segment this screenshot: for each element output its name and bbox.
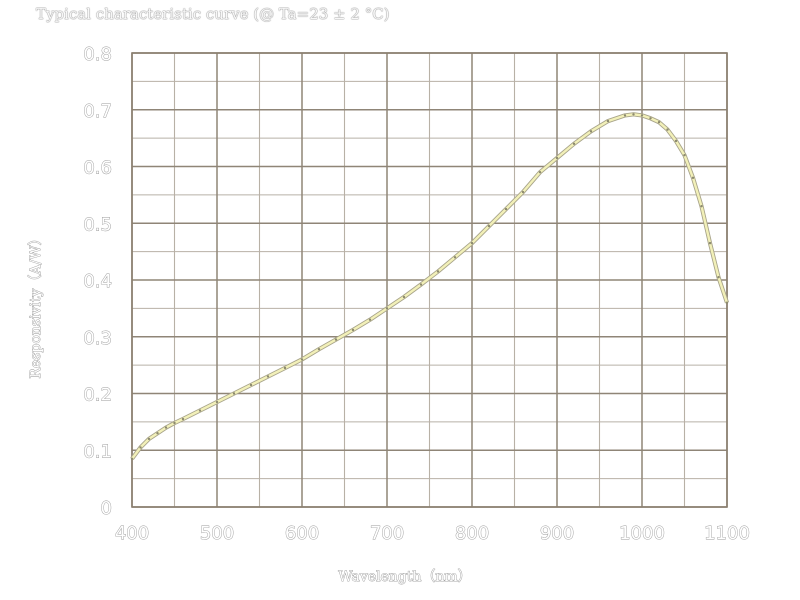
- y-tick-label: 0.7: [83, 101, 112, 122]
- x-tick-label: 400: [115, 523, 149, 544]
- data-point: [334, 338, 338, 341]
- data-point: [700, 205, 703, 208]
- data-point: [589, 130, 593, 133]
- data-point: [606, 119, 610, 123]
- data-point: [130, 457, 134, 460]
- data-point: [640, 114, 644, 117]
- y-tick-label: 0.1: [83, 441, 112, 462]
- data-point: [683, 153, 686, 157]
- data-point: [521, 190, 525, 194]
- y-tick-label: 0.4: [83, 271, 112, 292]
- x-axis-label: Wavelength（nm）: [338, 569, 471, 585]
- data-point: [300, 358, 304, 361]
- series-layer: [130, 112, 729, 461]
- y-tick-label: 0: [101, 498, 112, 519]
- data-point: [419, 283, 423, 286]
- data-point: [215, 400, 219, 404]
- data-point: [351, 328, 355, 332]
- data-point: [725, 301, 729, 304]
- data-point: [164, 426, 168, 429]
- y-tick-label: 0.8: [83, 44, 112, 65]
- data-point: [504, 207, 508, 211]
- x-tick-label: 600: [285, 523, 319, 544]
- data-point: [317, 348, 321, 351]
- data-point: [156, 432, 159, 435]
- y-tick-label: 0.3: [83, 328, 112, 349]
- x-tick-labels: 400 500 600 700 800 900 1000 1100: [114, 523, 750, 545]
- chart-title: Typical characteristic curve (@ Ta=23 ± …: [36, 5, 390, 23]
- data-point: [436, 270, 440, 273]
- data-point: [249, 383, 253, 387]
- data-point: [470, 241, 474, 245]
- data-point: [232, 392, 236, 395]
- data-point: [283, 366, 287, 370]
- x-tick-label: 900: [540, 523, 574, 544]
- data-point: [368, 318, 372, 321]
- data-point: [181, 417, 185, 421]
- data-point: [147, 437, 151, 441]
- y-tick-label: 0.6: [83, 158, 112, 179]
- data-point: [708, 241, 712, 245]
- data-point: [385, 307, 389, 310]
- x-tick-label: 500: [200, 523, 234, 544]
- data-point: [487, 224, 491, 228]
- data-point: [632, 113, 635, 116]
- grid-major: [131, 52, 728, 508]
- x-tick-label: 1100: [704, 523, 750, 544]
- data-point: [538, 170, 542, 174]
- data-point: [674, 139, 678, 143]
- data-point: [649, 117, 652, 120]
- y-tick-labels: 0 0.1 0.2 0.3 0.4 0.5 0.6 0.7 0.8: [83, 44, 113, 520]
- data-point: [453, 256, 457, 259]
- data-point: [666, 128, 669, 131]
- data-point: [402, 295, 406, 299]
- data-point: [623, 114, 627, 117]
- data-point: [572, 142, 576, 145]
- y-tick-label: 0.2: [83, 385, 112, 406]
- y-axis-label: Responsivity（A/W）: [28, 231, 44, 378]
- data-point: [173, 421, 176, 425]
- data-point: [266, 375, 270, 378]
- data-point: [139, 446, 142, 449]
- x-tick-label: 700: [370, 523, 404, 544]
- data-point: [657, 121, 661, 124]
- data-point: [717, 275, 720, 279]
- x-tick-label: 800: [455, 523, 489, 544]
- x-tick-label: 1000: [619, 523, 665, 544]
- plot-frame: [131, 52, 728, 508]
- data-point: [691, 176, 695, 180]
- data-point: [198, 409, 202, 412]
- data-point: [555, 156, 559, 160]
- y-tick-label: 0.5: [83, 214, 112, 235]
